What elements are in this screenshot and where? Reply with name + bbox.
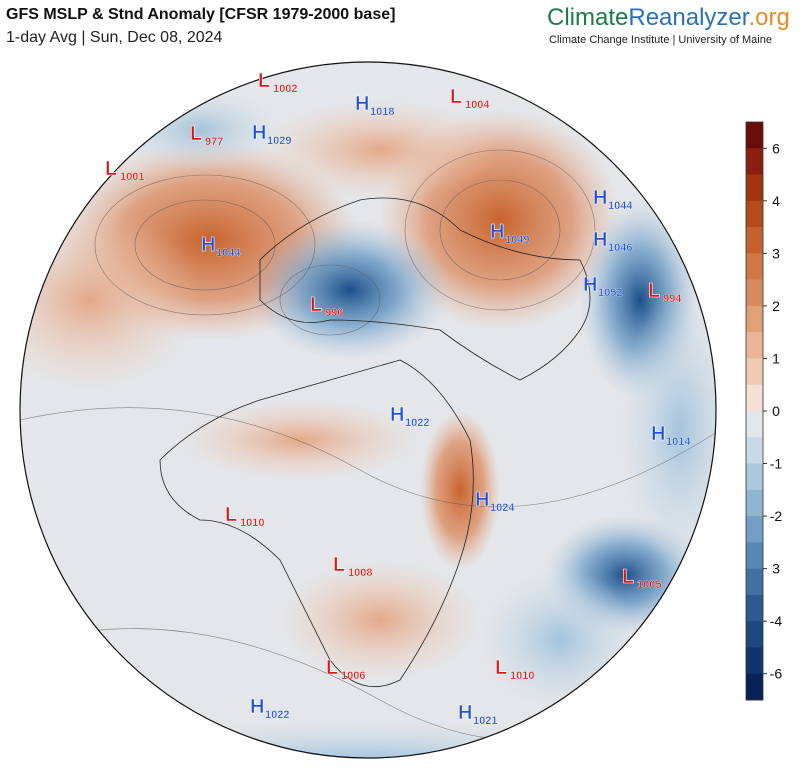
center-type: H <box>458 702 472 724</box>
colorbar-tick-label: 3 <box>772 245 780 261</box>
colorbar-tick-label: 6 <box>772 140 780 156</box>
colorbar-band <box>746 542 763 569</box>
colorbar-band <box>746 411 763 438</box>
title: GFS MSLP & Stnd Anomaly [CFSR 1979-2000 … <box>6 6 395 23</box>
colorbar-band <box>746 489 763 517</box>
center-type: L <box>225 504 237 526</box>
center-value: 1049 <box>505 234 529 246</box>
center-type: L <box>310 294 322 316</box>
center-value: 1021 <box>473 715 497 727</box>
colorbar: 6 4 3 2 1 0 -1 -2 3 -4 -6 <box>745 121 783 701</box>
center-value: 1004 <box>465 99 490 111</box>
colorbar-band <box>746 463 763 491</box>
colorbar-tick-label: -4 <box>770 613 783 629</box>
colorbar-band <box>746 647 763 675</box>
center-type: H <box>583 274 597 296</box>
center-type: H <box>355 93 369 115</box>
colorbar-tick-label: 0 <box>772 403 780 419</box>
center-value: 1018 <box>370 106 394 118</box>
center-type: L <box>333 554 345 576</box>
center-value: 994 <box>663 293 682 305</box>
colorbar-band <box>746 673 763 701</box>
brand-2: Reanalyzer <box>628 4 749 31</box>
colorbar-tick-label: 3 <box>772 561 780 577</box>
colorbar-tick-label: 4 <box>772 193 780 209</box>
colorbar-band <box>746 437 763 464</box>
center-value: 1010 <box>240 517 264 529</box>
colorbar-band <box>746 253 763 280</box>
brand-3: .org <box>748 4 789 31</box>
colorbar-tick-label: -1 <box>770 456 783 472</box>
center-type: H <box>593 229 607 251</box>
center-value: 1006 <box>341 670 365 682</box>
brand: ClimateReanalyzer.org <box>547 4 790 31</box>
center-type: H <box>651 423 665 445</box>
center-value: 1022 <box>265 709 289 721</box>
colorbar-tick-label: 1 <box>772 350 780 366</box>
colorbar-band <box>746 384 763 412</box>
center-value: 1044 <box>216 247 241 259</box>
center-value: 1024 <box>490 502 515 514</box>
subtitle: 1-day Avg | Sun, Dec 08, 2024 <box>6 29 223 46</box>
colorbar-band <box>746 227 763 254</box>
center-type: L <box>258 70 270 92</box>
brand-1: Climate <box>547 4 628 31</box>
center-value: 1010 <box>510 670 534 682</box>
center-type: L <box>450 86 462 108</box>
colorbar-band <box>746 621 763 648</box>
center-value: 1052 <box>598 287 622 299</box>
center-type: L <box>326 657 338 679</box>
colorbar-band <box>746 305 763 333</box>
center-type: H <box>201 234 215 256</box>
center-value: 1022 <box>405 417 429 429</box>
center-value: 1044 <box>608 200 633 212</box>
center-value: 996 <box>325 307 343 319</box>
center-type: H <box>475 489 489 511</box>
center-value: 1029 <box>267 135 291 147</box>
center-type: H <box>490 221 504 243</box>
colorbar-band <box>746 594 763 622</box>
colorbar-band <box>746 516 763 543</box>
center-type: H <box>390 404 404 426</box>
center-type: L <box>190 123 202 145</box>
globe-outline <box>19 61 717 759</box>
center-type: L <box>495 657 507 679</box>
center-type: L <box>105 158 117 180</box>
institute: Climate Change Institute | University of… <box>549 34 772 46</box>
colorbar-band <box>746 358 763 386</box>
center-value: 1046 <box>608 242 632 254</box>
center-type: H <box>250 696 264 718</box>
center-type: H <box>252 122 266 144</box>
center-type: L <box>648 280 660 302</box>
colorbar-tick-label: 2 <box>772 298 780 314</box>
colorbar-band <box>746 279 763 307</box>
center-value: 1014 <box>666 436 691 448</box>
colorbar-band <box>746 174 763 202</box>
colorbar-band <box>746 200 763 228</box>
center-value: 1001 <box>120 171 144 183</box>
center-value: 977 <box>205 136 223 148</box>
colorbar-band <box>746 122 763 149</box>
colorbar-band <box>746 332 763 359</box>
colorbar-band <box>746 148 763 175</box>
colorbar-tick-label: -2 <box>770 508 783 524</box>
colorbar-band <box>746 568 763 596</box>
center-value: 1008 <box>348 567 372 579</box>
center-type: L <box>622 566 634 588</box>
center-value: 1005 <box>637 579 661 591</box>
colorbar-tick-label: -6 <box>770 666 783 682</box>
center-type: H <box>593 187 607 209</box>
center-value: 1002 <box>273 83 297 95</box>
